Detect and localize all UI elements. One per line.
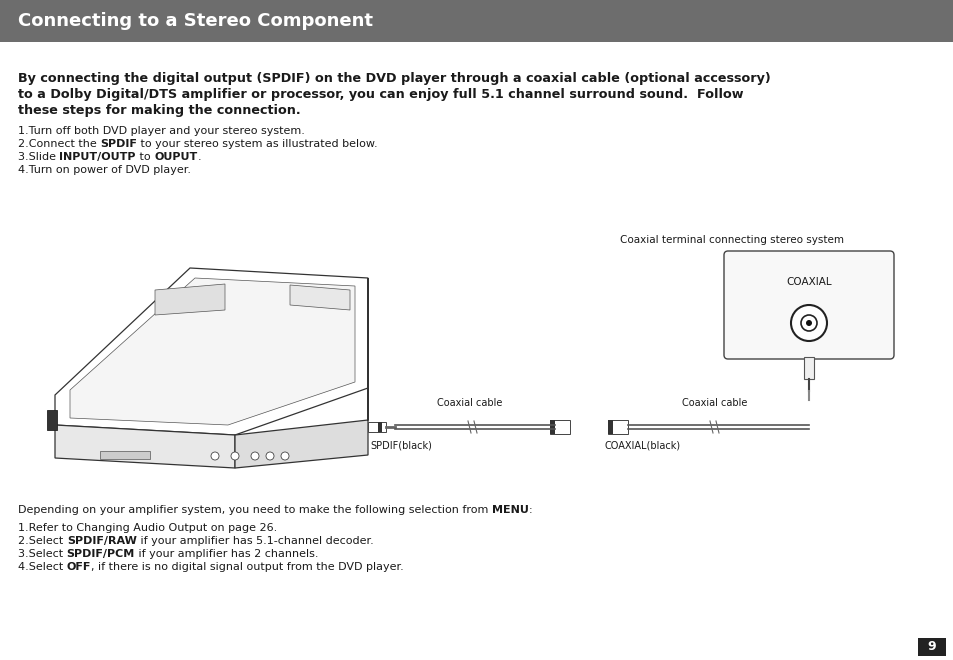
- Text: MENU: MENU: [492, 505, 528, 515]
- Polygon shape: [234, 278, 368, 468]
- Circle shape: [231, 452, 239, 460]
- Circle shape: [251, 452, 258, 460]
- Text: these steps for making the connection.: these steps for making the connection.: [18, 104, 300, 117]
- Text: COAXIAL: COAXIAL: [785, 277, 831, 287]
- Circle shape: [805, 320, 811, 326]
- Text: Coaxial terminal connecting stereo system: Coaxial terminal connecting stereo syste…: [619, 235, 843, 245]
- Circle shape: [801, 315, 816, 331]
- Text: SPDIF(black): SPDIF(black): [370, 440, 432, 450]
- Bar: [377, 422, 381, 432]
- Text: 2.Select: 2.Select: [18, 536, 67, 546]
- Text: Coaxial cable: Coaxial cable: [681, 398, 747, 408]
- Bar: [550, 420, 569, 434]
- Circle shape: [790, 305, 826, 341]
- Bar: [607, 420, 613, 434]
- Text: to: to: [136, 152, 154, 162]
- FancyBboxPatch shape: [723, 251, 893, 359]
- Polygon shape: [154, 284, 225, 315]
- Text: SPDIF: SPDIF: [100, 139, 137, 149]
- Text: Connecting to a Stereo Component: Connecting to a Stereo Component: [18, 12, 373, 30]
- Text: SPDIF/PCM: SPDIF/PCM: [67, 549, 134, 559]
- Text: OUPUT: OUPUT: [154, 152, 197, 162]
- Text: 2.Connect the: 2.Connect the: [18, 139, 100, 149]
- Bar: [607, 420, 627, 434]
- Polygon shape: [55, 425, 234, 468]
- Text: 9: 9: [926, 640, 935, 653]
- Text: 3.Select: 3.Select: [18, 549, 67, 559]
- Text: .: .: [197, 152, 201, 162]
- Circle shape: [266, 452, 274, 460]
- Bar: [917, 638, 945, 656]
- Bar: [47, 410, 57, 430]
- Text: if your amplifier has 5.1-channel decoder.: if your amplifier has 5.1-channel decode…: [136, 536, 373, 546]
- Bar: [0, 0, 953, 42]
- Circle shape: [211, 452, 219, 460]
- Text: to your stereo system as illustrated below.: to your stereo system as illustrated bel…: [137, 139, 377, 149]
- Text: INPUT/OUTP: INPUT/OUTP: [59, 152, 136, 162]
- Bar: [368, 422, 386, 432]
- Text: 1.Refer to Changing Audio Output on page 26.: 1.Refer to Changing Audio Output on page…: [18, 523, 277, 533]
- Bar: [803, 357, 813, 379]
- Text: :: :: [528, 505, 532, 515]
- Text: Coaxial cable: Coaxial cable: [436, 398, 502, 408]
- Text: COAXIAL(black): COAXIAL(black): [604, 440, 680, 450]
- Text: OFF: OFF: [67, 562, 91, 572]
- Bar: [100, 451, 150, 459]
- Circle shape: [281, 452, 289, 460]
- Text: 3.Slide: 3.Slide: [18, 152, 59, 162]
- Text: if your amplifier has 2 channels.: if your amplifier has 2 channels.: [134, 549, 318, 559]
- Text: 4.Select: 4.Select: [18, 562, 67, 572]
- Text: By connecting the digital output (SPDIF) on the DVD player through a coaxial cab: By connecting the digital output (SPDIF)…: [18, 72, 770, 85]
- Polygon shape: [290, 285, 350, 310]
- Polygon shape: [70, 278, 355, 425]
- Text: to a Dolby Digital/DTS amplifier or processor, you can enjoy full 5.1 channel su: to a Dolby Digital/DTS amplifier or proc…: [18, 88, 742, 101]
- Text: , if there is no digital signal output from the DVD player.: , if there is no digital signal output f…: [91, 562, 403, 572]
- Text: 1.Turn off both DVD player and your stereo system.: 1.Turn off both DVD player and your ster…: [18, 126, 305, 136]
- Text: Depending on your amplifier system, you need to make the following selection fro: Depending on your amplifier system, you …: [18, 505, 492, 515]
- Polygon shape: [55, 268, 368, 435]
- Bar: [550, 420, 555, 434]
- Text: 4.Turn on power of DVD player.: 4.Turn on power of DVD player.: [18, 165, 191, 175]
- Text: SPDIF/RAW: SPDIF/RAW: [67, 536, 136, 546]
